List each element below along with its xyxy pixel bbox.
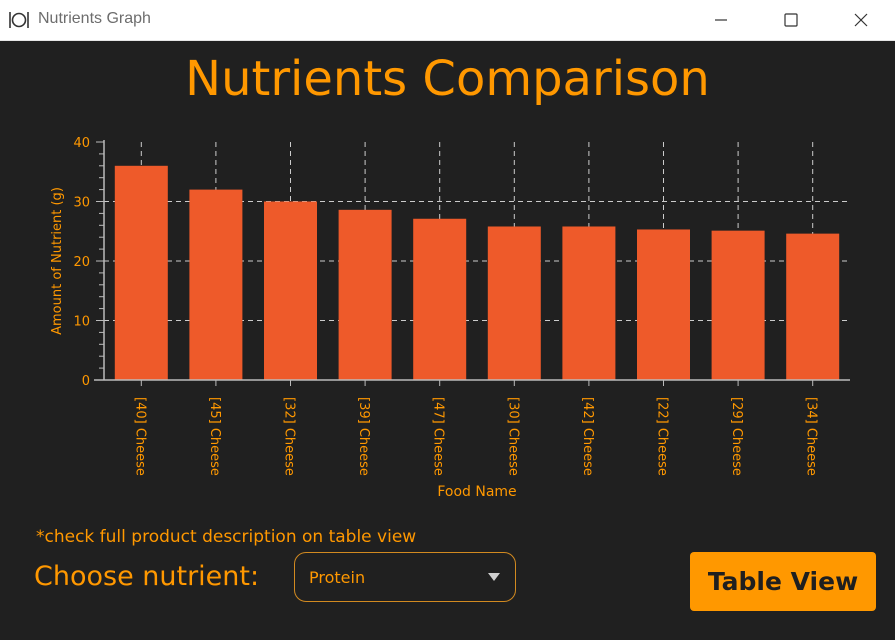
maximize-icon [784,13,798,27]
table-view-button[interactable]: Table View [690,552,876,611]
chart-bar [189,189,243,380]
y-tick-label: 30 [73,196,90,211]
close-icon [854,13,868,27]
x-tick-label: [42] Cheese [580,397,595,476]
x-axis-title: Food Name [437,484,516,500]
x-tick-label: [34] Cheese [804,397,819,476]
x-tick-label: [22] Cheese [655,397,670,476]
chart-bar [413,218,467,380]
y-axis-title: Amount of Nutrient (g) [50,187,65,335]
chart-bar [114,165,168,380]
minimize-icon [715,19,727,21]
y-tick-label: 20 [73,255,90,270]
nutrient-dropdown-value: Protein [309,568,366,587]
x-tick-label: [32] Cheese [282,397,297,476]
x-tick-label: [29] Cheese [729,397,744,476]
page-title: Nutrients Comparison [185,51,710,107]
bar-chart: 0 10 20 30 40 [40] Cheese [45] Cheese [32] Chee… [50,136,850,500]
nutrient-dropdown[interactable]: Protein [294,552,516,602]
chart-bar [562,226,616,380]
x-tick-label: [40] Cheese [132,397,147,476]
y-tick-label: 0 [82,374,90,389]
chart-bar [637,229,690,380]
chart-bar [338,209,392,380]
chart-bar [264,201,317,380]
main-content: Nutrients Comparison 0 10 20 30 40 [40] Chees… [0,41,895,640]
y-tick-label: 40 [73,136,90,151]
maximize-button[interactable] [768,0,814,40]
chart-bar [487,226,541,380]
plate-cutlery-icon [9,12,29,28]
window-title: Nutrients Graph [38,10,151,27]
minimize-button[interactable] [698,0,744,40]
close-button[interactable] [838,0,884,40]
x-tick-label: [47] Cheese [431,397,446,476]
x-tick-label: [30] Cheese [505,397,520,476]
y-tick-label: 10 [73,315,90,330]
window-titlebar: Nutrients Graph [0,0,895,41]
x-tick-label: [45] Cheese [207,397,222,476]
table-view-note: *check full product description on table… [36,527,417,547]
chart-bar [786,233,840,380]
chevron-down-icon [488,573,500,581]
choose-nutrient-label: Choose nutrient: [34,561,260,592]
x-tick-label: [39] Cheese [356,397,371,476]
chart-bar [711,230,765,380]
